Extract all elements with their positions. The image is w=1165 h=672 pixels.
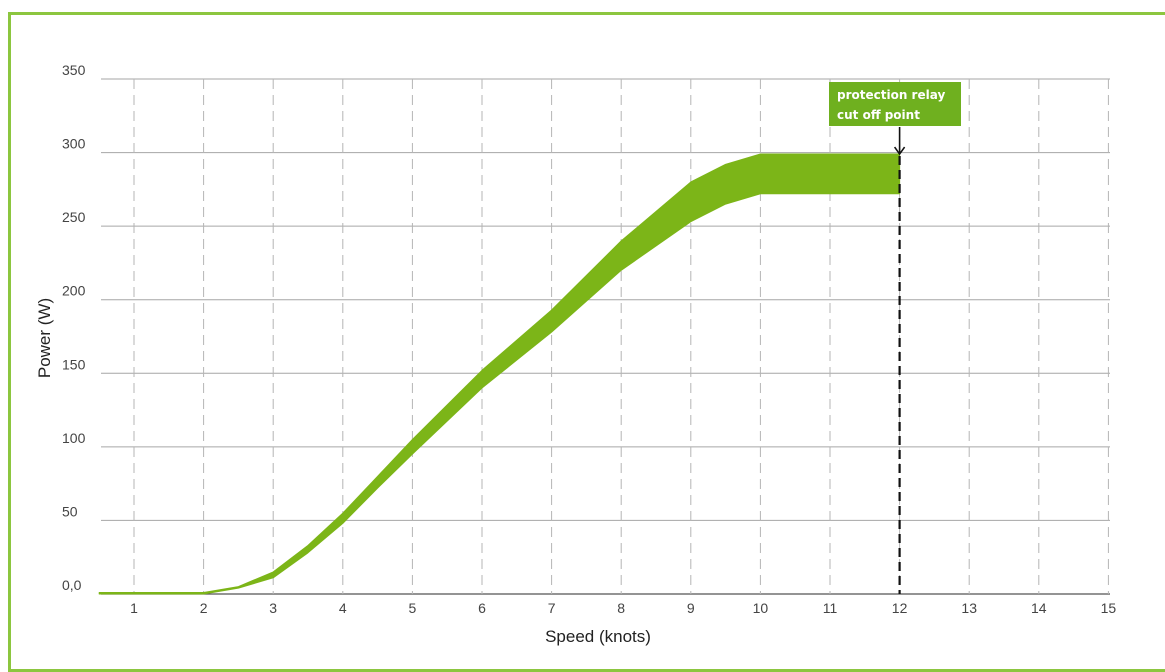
x-tick-label: 9 [687,600,695,616]
power-band [98,153,901,595]
arrow-head [893,146,906,156]
x-tick-labels: 1 2 3 4 5 6 7 8 9 10 11 12 13 14 15 [130,600,1116,616]
x-tick-label: 6 [478,600,486,616]
x-tick-label: 1 [130,600,138,616]
cutoff-arrow-icon [893,127,906,156]
x-tick-label: 8 [617,600,625,616]
x-tick-label: 2 [200,600,208,616]
y-tick-label: 350 [62,62,86,78]
cutoff-annotation: protection relay cut off point [829,82,961,126]
y-tick-label: 0,0 [62,577,82,593]
x-tick-label: 3 [269,600,277,616]
x-tick-label: 15 [1101,600,1117,616]
x-tick-label: 10 [753,600,769,616]
y-tick-label: 100 [62,430,86,446]
grid [101,78,1110,595]
annotation-line-2: cut off point [837,108,920,122]
x-axis-title: Speed (knots) [545,627,651,646]
x-tick-label: 14 [1031,600,1047,616]
y-tick-label: 300 [62,136,86,152]
y-tick-label: 250 [62,209,86,225]
x-tick-label: 11 [823,600,838,616]
annotation-box [829,82,961,126]
x-tick-label: 13 [961,600,977,616]
y-tick-labels: 0,0 50 100 150 200 250 300 350 [62,62,86,593]
y-axis-title: Power (W) [35,298,54,378]
x-tick-label: 4 [339,600,347,616]
x-tick-label: 5 [409,600,417,616]
y-tick-label: 200 [62,283,86,299]
annotation-line-1: protection relay [837,88,945,102]
y-tick-label: 150 [62,356,86,372]
power-curve-chart: protection relay cut off point 0,0 50 100 1… [35,62,1116,646]
y-tick-label: 50 [62,503,78,519]
x-tick-label: 12 [892,600,908,616]
x-tick-label: 7 [548,600,556,616]
